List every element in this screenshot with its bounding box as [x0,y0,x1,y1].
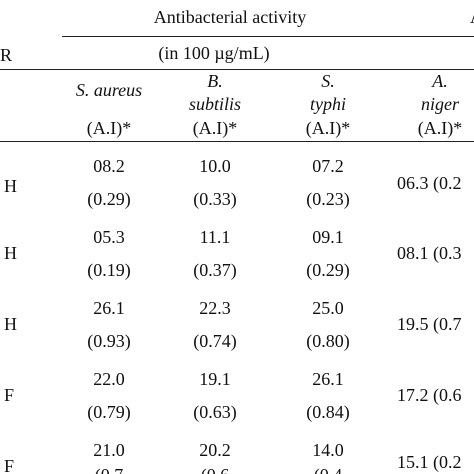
col-header-b-subtilis-2: subtilis [188,94,242,114]
cell-index: (0.33) [193,189,237,209]
cell-value: 09.1 [312,227,344,247]
row-r-label: H [4,243,17,263]
cell-index: (0.23) [306,189,350,209]
cut-off-header: A [470,8,474,26]
cell-niger: 08.1 (0.3 [397,243,462,263]
col-header-s-typhi-2: typhi [310,94,346,114]
col-header-a-niger-2: niger [421,94,459,114]
cell-value: 11.1 [199,227,231,247]
row-r-label: F [4,456,15,474]
col-header-s-aureus: S. aureus [75,80,143,100]
cell-value: 20.2 [199,440,231,460]
group-title: Antibacterial activity [153,7,307,27]
r-column-header: R [0,45,13,65]
cell-value: 14.0 [312,440,344,460]
cell-index: (0.7 [95,466,124,474]
cell-index: (0.29) [306,260,350,280]
cell-value: 05.3 [93,227,125,247]
cell-value: 07.2 [312,156,344,176]
col-header-unit: (A.I)* [86,118,132,138]
cell-index: (0.6 [201,466,230,474]
cell-value: 21.0 [93,440,125,460]
cell-index: (0.4 [314,466,343,474]
col-header-unit: (A.I)* [417,118,463,138]
cell-index: (0.79) [87,402,131,422]
cell-index: (0.74) [193,331,237,351]
row-r-label: H [4,176,17,196]
cell-index: (0.37) [193,260,237,280]
cell-index: (0.19) [87,260,131,280]
group-rule [62,36,474,37]
cell-value: 10.0 [199,156,231,176]
col-header-s-typhi-1: S. [321,71,335,91]
group-subtitle: (in 100 µg/mL) [158,43,270,63]
cell-niger: 19.5 (0.7 [397,314,462,334]
col-header-b-subtilis-1: B. [207,71,223,91]
cell-niger: 15.1 (0.2 [397,452,462,472]
cell-index: (0.63) [193,402,237,422]
cell-value: 22.3 [199,298,231,318]
cell-index: (0.29) [87,189,131,209]
col-header-unit: (A.I)* [305,118,351,138]
cell-value: 19.1 [199,369,231,389]
cell-value: 25.0 [312,298,344,318]
cell-niger: 17.2 (0.6 [397,385,462,405]
cell-value: 22.0 [93,369,125,389]
header-rule [0,69,474,70]
cell-value: 26.1 [93,298,125,318]
cell-value: 08.2 [93,156,125,176]
row-r-label: H [4,314,17,334]
cell-index: (0.93) [87,331,131,351]
cell-value: 26.1 [312,369,344,389]
cell-index: (0.84) [306,402,350,422]
column-header-rule [0,141,474,142]
col-header-a-niger-1: A. [432,71,448,91]
col-header-unit: (A.I)* [192,118,238,138]
cell-niger: 06.3 (0.2 [397,173,462,193]
row-r-label: F [4,385,15,405]
cell-index: (0.80) [306,331,350,351]
